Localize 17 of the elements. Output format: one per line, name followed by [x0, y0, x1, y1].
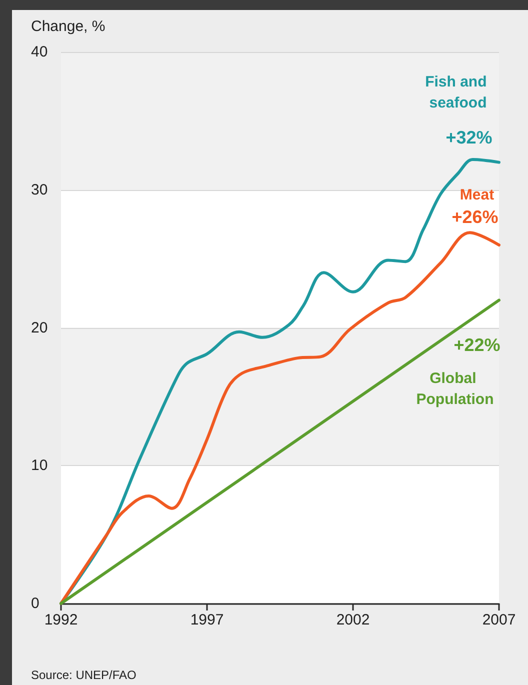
- x-tick-label: 1997: [190, 612, 224, 628]
- source-note: Source: UNEP/FAO: [31, 668, 136, 682]
- y-axis-title: Change, %: [31, 18, 106, 35]
- text: Meat: [460, 186, 494, 204]
- data-label: +32%: [446, 127, 492, 148]
- y-tick-label: 40: [31, 44, 48, 60]
- x-tick-label: 2002: [336, 612, 370, 628]
- series-label: Global Population: [416, 370, 494, 408]
- y-tick-label: 20: [31, 319, 48, 336]
- data-label: +22%: [454, 335, 500, 356]
- y-tick-label: 30: [31, 181, 48, 198]
- y-tick-label: 10: [31, 457, 48, 474]
- y-tick-label: 0: [31, 595, 40, 612]
- x-tick-label: 2007: [482, 612, 516, 628]
- x-tick-label: 1992: [44, 612, 78, 628]
- text: Fish and seafood: [425, 73, 491, 112]
- data-label: +26%: [452, 207, 498, 228]
